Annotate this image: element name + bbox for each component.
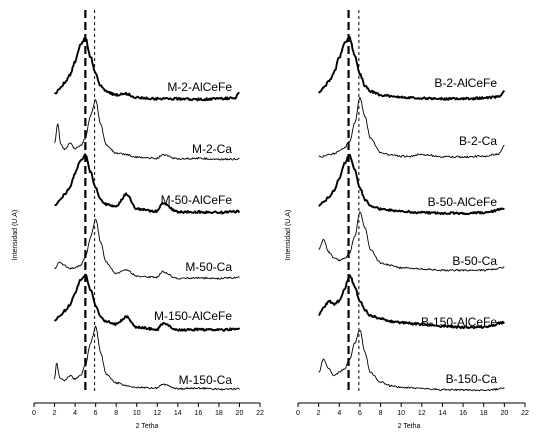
right-x-tick-label: 16 <box>459 410 467 417</box>
left-x-tick-label: 18 <box>215 410 223 417</box>
left-trace-m-150-ca <box>54 325 240 391</box>
right-x-tick-label: 12 <box>418 410 426 417</box>
right-x-tick-label: 22 <box>521 410 529 417</box>
right-trace-label: B-150-AlCeFe <box>421 315 497 329</box>
right-trace-b-2-ca <box>318 96 505 159</box>
right-x-tick-label: 8 <box>379 410 383 417</box>
left-panel: Intensidad (U.A) 2 Tetha 0 2 4 6 8 10 12 14 16 18… <box>12 10 264 430</box>
right-trace-b-2-alcefe <box>318 36 506 101</box>
right-x-tick-label: 2 <box>317 410 321 417</box>
left-y-axis-title: Intensidad (U.A) <box>12 210 19 261</box>
left-trace-m-2-ca <box>54 99 240 161</box>
left-trace-label: M-2-Ca <box>192 142 232 156</box>
left-x-tick-label: 12 <box>153 410 161 417</box>
right-trace-label: B-50-AlCeFe <box>428 195 498 209</box>
right-x-tick-label: 14 <box>439 410 447 417</box>
left-x-tick-label: 0 <box>32 410 36 417</box>
right-y-axis-title: Intensidad (U.A) <box>285 210 292 261</box>
right-x-tick-label: 0 <box>296 410 300 417</box>
right-x-axis-title: 2 Tetha <box>398 423 421 430</box>
left-trace-m-150-alcefe <box>53 273 241 332</box>
right-x-tick-label: 6 <box>358 410 362 417</box>
left-x-tick-label: 22 <box>256 410 264 417</box>
left-x-tick-label: 14 <box>174 410 182 417</box>
right-x-tick-label: 10 <box>397 410 405 417</box>
left-trace-label: M-150-Ca <box>179 373 233 387</box>
left-x-tick-label: 4 <box>73 410 77 417</box>
left-x-tick-label: 6 <box>94 410 98 417</box>
left-x-tick-label: 20 <box>236 410 244 417</box>
left-x-tick-label: 10 <box>133 410 141 417</box>
right-x-tick-label: 18 <box>480 410 488 417</box>
left-trace-label: M-2-AlCeFe <box>167 80 232 94</box>
right-trace-b-150-ca <box>318 330 505 392</box>
right-trace-b-50-ca <box>318 211 505 272</box>
right-x-tick-label: 20 <box>500 410 508 417</box>
right-trace-b-150-alcefe <box>317 274 505 330</box>
left-trace-label: M-150-AlCeFe <box>154 309 232 323</box>
right-panel: Intensidad (U.A) 2 Tetha 0 2 4 6 8 10 12 14 16 18… <box>285 10 529 430</box>
left-x-tick-label: 16 <box>194 410 202 417</box>
left-x-axis-title: 2 Tetha <box>136 423 159 430</box>
left-trace-label: M-50-AlCeFe <box>161 193 233 207</box>
left-trace-m-50-alcefe <box>54 153 241 215</box>
left-trace-m-50-ca <box>54 218 240 280</box>
right-x-tick-label: 4 <box>337 410 341 417</box>
left-trace-label: M-50-Ca <box>185 260 232 274</box>
left-x-tick-label: 8 <box>114 410 118 417</box>
left-trace-m-2-alcefe <box>54 36 240 102</box>
right-trace-label: B-50-Ca <box>452 254 497 268</box>
left-x-tick-label: 2 <box>53 410 57 417</box>
right-trace-label: B-2-AlCeFe <box>434 76 497 90</box>
right-trace-label: B-2-Ca <box>459 134 497 148</box>
right-trace-label: B-150-Ca <box>446 372 498 386</box>
right-trace-b-50-alcefe <box>318 153 505 216</box>
